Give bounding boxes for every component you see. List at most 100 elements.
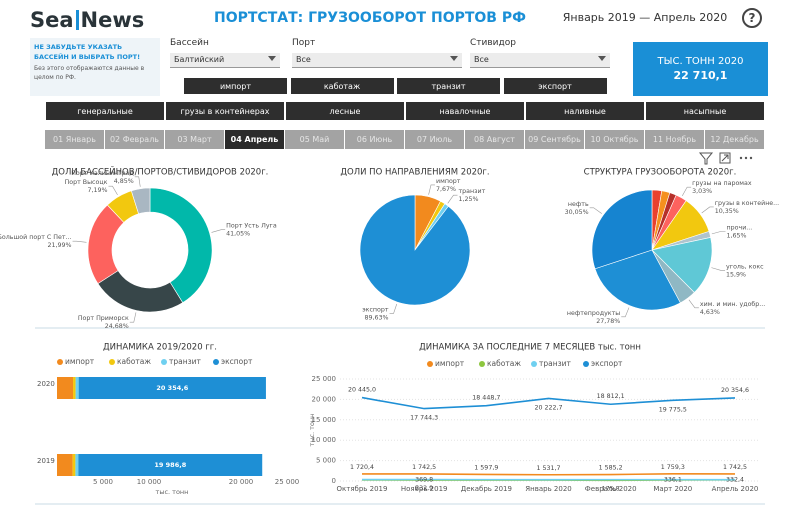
month-button[interactable]: 03 Март (165, 130, 225, 149)
chart-title: ДИНАМИКА ЗА ПОСЛЕДНИЕ 7 МЕСЯЦЕВ тыс. тон… (419, 343, 641, 353)
slice-value-label: 41,05% (226, 231, 250, 238)
bar-segment (72, 454, 76, 476)
leader-line (701, 206, 714, 214)
month-button[interactable]: 08 Август (465, 130, 525, 149)
filter-dropdown[interactable]: Все (470, 53, 610, 68)
leader-line (621, 307, 630, 318)
slice-label: хим. и мин. удобр... (700, 300, 765, 308)
month-button[interactable]: 07 Июль (405, 130, 465, 149)
series-line (361, 396, 736, 410)
point-value-label: 369,8 (415, 476, 433, 483)
cargo-button[interactable]: насыпные (645, 101, 765, 121)
page-title: ПОРТСТАТ: ГРУЗООБОРОТ ПОРТОВ РФ (213, 10, 526, 26)
x-tick-label: Январь 2020 (525, 485, 571, 493)
cargo-button[interactable]: грузы в контейнерах (165, 101, 285, 121)
kpi-card: ТЫС. ТОНН 2020 22 710,1 (633, 42, 768, 96)
point-value-label: 20 445,0 (348, 387, 376, 394)
point-value-label: 19 775,5 (659, 406, 687, 413)
x-tick-label: Ноябрь 2019 (401, 485, 448, 493)
legend-marker (161, 359, 167, 365)
leader-line (589, 207, 602, 214)
bar-segment (57, 454, 73, 476)
kpi-value: 22 710,1 (673, 69, 728, 82)
slice-value-label: 4,63% (700, 309, 720, 316)
filter-label: Стивидор (470, 38, 516, 48)
notice-text: Без этого отображаются данные в целом по… (34, 65, 145, 81)
bar-value-label: 19 986,8 (154, 461, 186, 469)
dropdown-arrow (268, 56, 276, 61)
slice-label: прочи... (727, 224, 753, 231)
leader-line (711, 267, 726, 271)
leader-line (108, 185, 118, 195)
period: Январь 2019 — Апрель 2020 (562, 11, 728, 24)
chart-title: СТРУКТУРА ГРУЗООБОРОТА 2020г. (584, 168, 737, 178)
slice (97, 270, 184, 313)
month-button[interactable]: 04 Апрель (225, 130, 285, 149)
legend-marker (109, 359, 115, 365)
point-value-label: 332,4 (726, 477, 744, 484)
cargo-button[interactable]: генеральные (45, 101, 165, 121)
dropdown-arrow (598, 56, 606, 61)
month-button[interactable]: 02 Февраль (105, 130, 165, 149)
direction-button[interactable]: экспорт (502, 77, 608, 95)
slice-value-label: 89,63% (365, 314, 389, 321)
help-button[interactable]: ? (742, 8, 762, 28)
slice-value-label: 7,67% (436, 186, 456, 193)
direction-button[interactable]: каботаж (289, 77, 395, 95)
legend-label: транзит (539, 359, 571, 368)
filter-label: Бассейн (170, 38, 209, 48)
month-button[interactable]: 10 Октябрь (585, 130, 645, 149)
x-tick-label: 25 000 (275, 478, 300, 486)
cargo-button[interactable]: лесные (285, 101, 405, 121)
leader-line (711, 230, 726, 235)
direction-button[interactable]: транзит (396, 77, 501, 95)
slice-value-label: 27,78% (596, 318, 620, 325)
filter-dropdown[interactable]: Балтийский (170, 53, 280, 68)
legend-marker (57, 359, 63, 365)
focus-icon[interactable] (719, 152, 731, 164)
slice (130, 187, 151, 215)
filter-label: Порт (292, 38, 316, 48)
leader-line (447, 194, 458, 204)
filter-icon[interactable] (698, 152, 714, 165)
legend-label: экспорт (221, 357, 253, 366)
kpi-label: ТЫС. ТОНН 2020 (657, 56, 744, 67)
month-button[interactable]: 09 Сентябрь (525, 130, 585, 149)
month-button[interactable]: 12 Декабрь (705, 130, 765, 149)
y-tick-label: 20 000 (312, 395, 337, 403)
bar-segment (73, 377, 76, 399)
point-value-label: 1 531,7 (536, 465, 560, 472)
month-button[interactable]: 11 Ноябрь (645, 130, 705, 149)
point-value-label: 1 742,5 (412, 464, 436, 471)
leader-line (211, 229, 226, 233)
chart-title: ДОЛИ БАССЕЙНОВ/ПОРТОВ/СТИВИДОРОВ 2020г. (52, 166, 269, 178)
point-value-label: 1 720,4 (350, 464, 374, 471)
slice-value-label: 10,35% (715, 208, 739, 215)
y-tick-label: 0 (332, 477, 336, 485)
month-button[interactable]: 06 Июнь (345, 130, 405, 149)
slice-value-label: 15,9% (726, 271, 746, 278)
leader-line (682, 186, 692, 197)
month-button[interactable]: 01 Январь (45, 130, 105, 149)
chart-title: ДИНАМИКА 2019/2020 гг. (103, 343, 217, 353)
slice-label: Порт Усть Луга (226, 223, 277, 230)
x-tick-label: Апрель 2020 (712, 485, 759, 493)
point-value-label: 18 448,7 (472, 395, 500, 402)
slice-value-label: 30,05% (565, 209, 589, 216)
point-value-label: 18 812,1 (597, 393, 625, 400)
legend-label: импорт (65, 357, 95, 366)
slice-label: Порт Калининград (71, 170, 134, 177)
slice-value-label: 21,99% (48, 242, 72, 249)
series-line (361, 473, 736, 476)
filter-dropdown[interactable]: Все (292, 53, 462, 68)
point-value-label: 1 759,3 (661, 464, 685, 471)
more-icon[interactable] (739, 156, 753, 160)
slice-label: грузы в контейне... (715, 199, 779, 207)
direction-button[interactable]: импорт (183, 77, 288, 95)
notice-title: НЕ ЗАБУДЬТЕ УКАЗАТЬ БАССЕЙН И ВЫБРАТЬ ПО… (34, 43, 141, 61)
slice-label: уголь, кокс (726, 263, 764, 270)
month-button[interactable]: 05 Май (285, 130, 345, 149)
cargo-button[interactable]: навалочные (405, 101, 525, 121)
cargo-button[interactable]: наливные (525, 101, 645, 121)
